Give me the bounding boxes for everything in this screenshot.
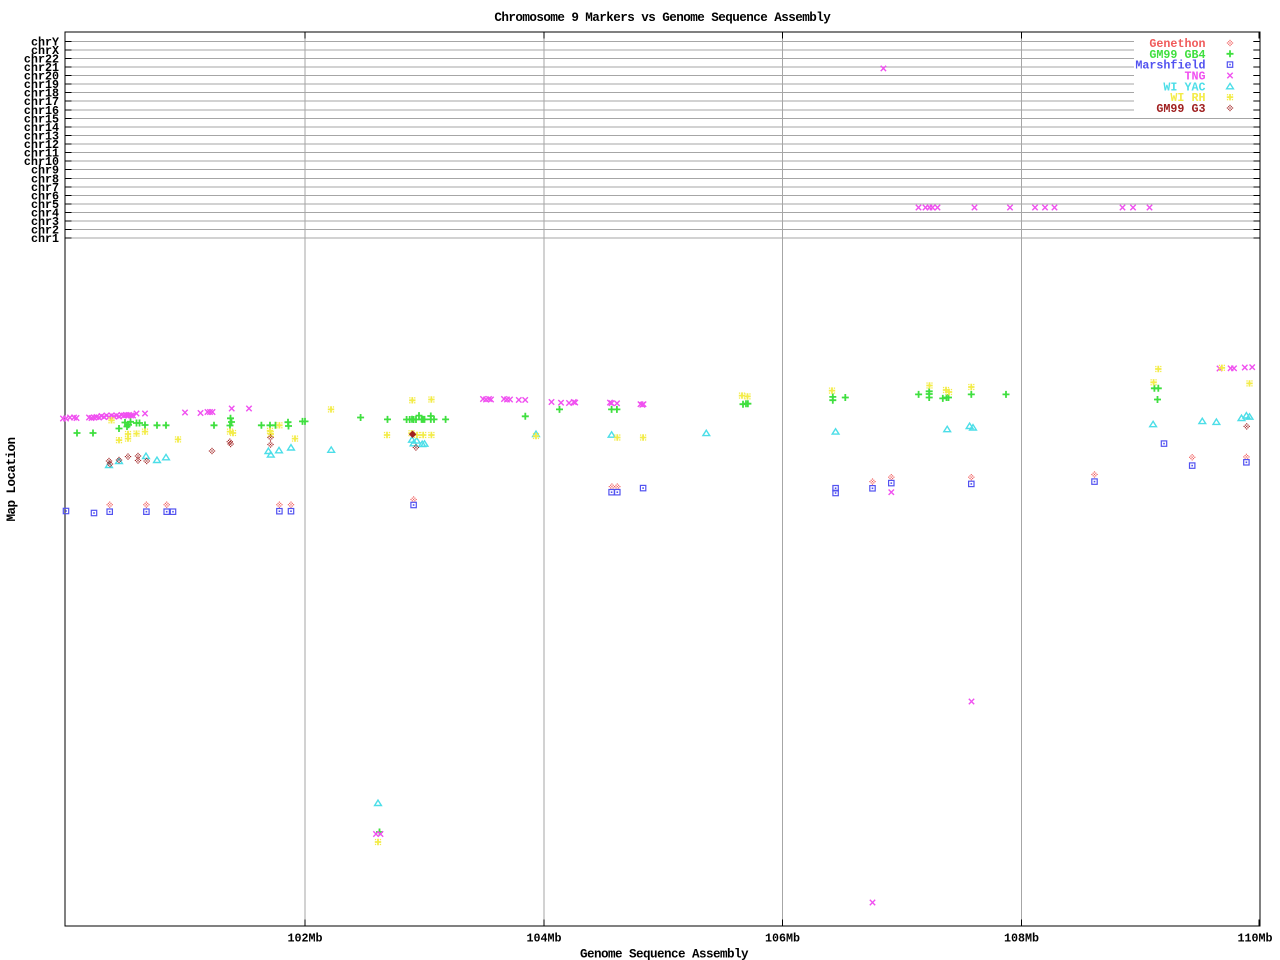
svg-text:chr14: chr14 bbox=[24, 121, 59, 135]
svg-text:chr18: chr18 bbox=[24, 87, 59, 101]
svg-text:chr17: chr17 bbox=[24, 95, 59, 109]
svg-text:chr8: chr8 bbox=[31, 172, 59, 186]
svg-text:chr13: chr13 bbox=[24, 130, 59, 144]
svg-text:chr11: chr11 bbox=[24, 147, 59, 161]
svg-text:chr9: chr9 bbox=[31, 164, 59, 178]
svg-text:102Mb: 102Mb bbox=[287, 932, 322, 946]
svg-text:WI RH: WI RH bbox=[1170, 91, 1205, 105]
svg-text:106Mb: 106Mb bbox=[765, 932, 800, 946]
svg-text:chr4: chr4 bbox=[31, 207, 59, 221]
svg-text:WI YAC: WI YAC bbox=[1163, 80, 1205, 94]
svg-text:chr16: chr16 bbox=[24, 104, 59, 118]
svg-text:chr5: chr5 bbox=[31, 198, 59, 212]
svg-text:108Mb: 108Mb bbox=[1004, 932, 1039, 946]
svg-text:chr21: chr21 bbox=[24, 61, 59, 75]
svg-text:Chromosome 9 Markers vs Genome: Chromosome 9 Markers vs Genome Sequence … bbox=[494, 11, 831, 25]
svg-text:110Mb: 110Mb bbox=[1237, 932, 1272, 946]
svg-text:GM99 GB4: GM99 GB4 bbox=[1149, 48, 1205, 62]
svg-text:Genome Sequence Assembly: Genome Sequence Assembly bbox=[580, 948, 749, 960]
svg-text:chr1: chr1 bbox=[31, 232, 59, 246]
svg-text:chr20: chr20 bbox=[24, 70, 59, 84]
svg-text:chr6: chr6 bbox=[31, 189, 59, 203]
svg-text:chr10: chr10 bbox=[24, 155, 59, 169]
svg-text:chr22: chr22 bbox=[24, 52, 59, 66]
svg-text:chr3: chr3 bbox=[31, 215, 59, 229]
svg-text:chrX: chrX bbox=[31, 44, 60, 58]
svg-text:chr7: chr7 bbox=[31, 181, 59, 195]
svg-text:chr19: chr19 bbox=[24, 78, 59, 92]
svg-text:Map Location: Map Location bbox=[5, 438, 19, 522]
svg-text:chr15: chr15 bbox=[24, 112, 59, 126]
svg-text:TNG: TNG bbox=[1184, 70, 1205, 84]
svg-text:104Mb: 104Mb bbox=[526, 932, 561, 946]
svg-text:Marshfield: Marshfield bbox=[1135, 59, 1205, 73]
svg-text:chr2: chr2 bbox=[31, 224, 59, 238]
svg-text:Genethon: Genethon bbox=[1149, 37, 1205, 51]
svg-text:GM99 G3: GM99 G3 bbox=[1156, 102, 1205, 116]
svg-text:chr12: chr12 bbox=[24, 138, 59, 152]
svg-text:chrY: chrY bbox=[31, 35, 59, 49]
